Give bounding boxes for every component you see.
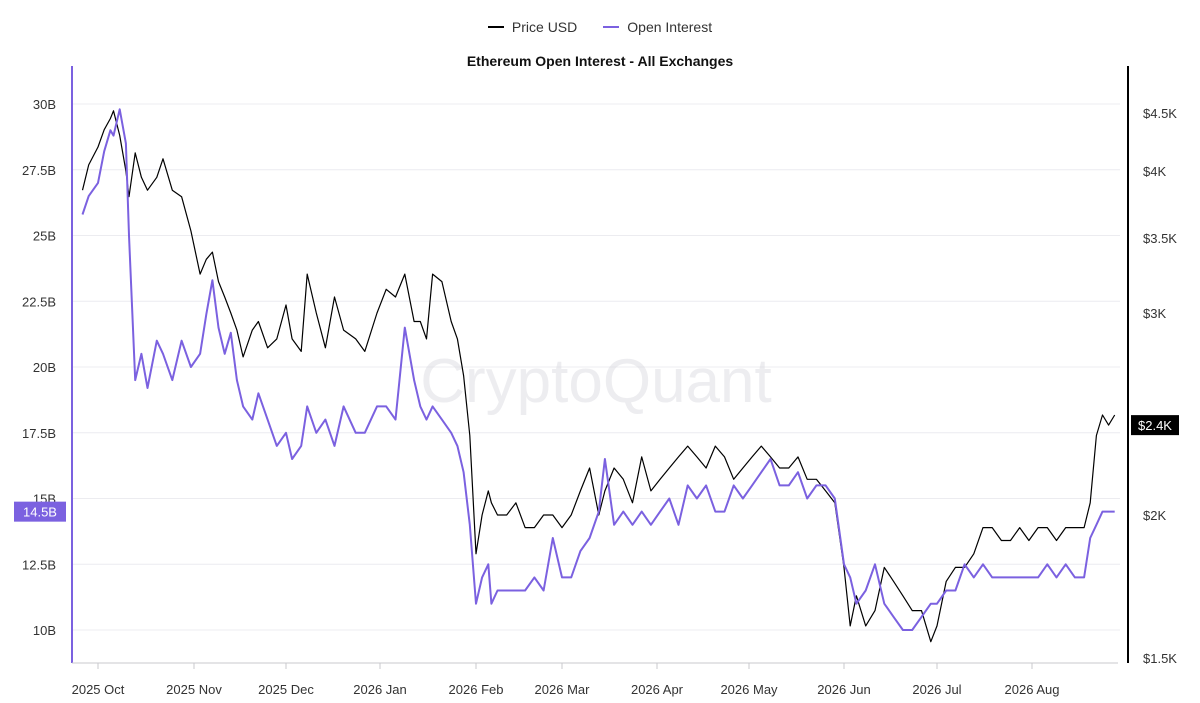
x-axis-tick-label: 2025 Dec bbox=[258, 682, 314, 697]
x-axis-tick-label: 2025 Nov bbox=[166, 682, 222, 697]
watermark-text: CryptoQuant bbox=[420, 347, 772, 416]
left-axis-tick-label: 12.5B bbox=[22, 557, 56, 572]
chart-title: Ethereum Open Interest - All Exchanges bbox=[466, 53, 734, 69]
legend-label-open-interest: Open Interest bbox=[627, 19, 713, 35]
price-current-label: $2.4K bbox=[1138, 418, 1172, 433]
left-axis-tick-label: 20B bbox=[33, 360, 56, 375]
left-axis-tick-label: 22.5B bbox=[22, 294, 56, 309]
x-axis-tick-label: 2026 Aug bbox=[1005, 682, 1060, 697]
right-axis-tick-label: $3.5K bbox=[1143, 231, 1177, 246]
x-axis-tick-label: 2026 Feb bbox=[449, 682, 504, 697]
x-axis-tick-label: 2025 Oct bbox=[72, 682, 125, 697]
x-axis-tick-label: 2026 Apr bbox=[631, 682, 684, 697]
x-axis-tick-label: 2026 Mar bbox=[535, 682, 591, 697]
x-axis-tick-label: 2026 May bbox=[720, 682, 778, 697]
legend-swatch-open-interest bbox=[603, 26, 620, 28]
right-axis-tick-label: $2K bbox=[1143, 508, 1166, 523]
right-axis-tick-label: $1.5K bbox=[1143, 651, 1177, 666]
right-axis-tick-label: $4.5K bbox=[1143, 106, 1177, 121]
right-axis-tick-label: $4K bbox=[1143, 164, 1166, 179]
left-axis-tick-label: 27.5B bbox=[22, 163, 56, 178]
price-current-badge bbox=[1131, 415, 1179, 436]
legend-label-price: Price USD bbox=[511, 19, 578, 35]
open-interest-current-label: 14.5B bbox=[23, 505, 57, 520]
x-axis-tick-label: 2026 Jul bbox=[912, 682, 961, 697]
open-interest-current-badge bbox=[14, 501, 66, 522]
legend-swatch-price bbox=[487, 26, 504, 28]
left-axis-tick-label: 10B bbox=[33, 623, 56, 638]
left-axis-tick-label: 25B bbox=[33, 229, 56, 244]
chart-legend: Price USD Open Interest bbox=[0, 19, 1200, 35]
x-axis-tick-label: 2026 Jun bbox=[817, 682, 871, 697]
x-axis-tick-label: 2026 Jan bbox=[353, 682, 407, 697]
legend-item-price[interactable]: Price USD bbox=[487, 19, 578, 35]
open-interest-line bbox=[81, 108, 1115, 631]
left-axis-tick-label: 17.5B bbox=[22, 426, 56, 441]
legend-item-open-interest[interactable]: Open Interest bbox=[603, 19, 712, 35]
left-axis-tick-label: 30B bbox=[33, 97, 56, 112]
price-usd-line bbox=[81, 110, 1116, 643]
right-axis-tick-label: $3K bbox=[1143, 306, 1166, 321]
